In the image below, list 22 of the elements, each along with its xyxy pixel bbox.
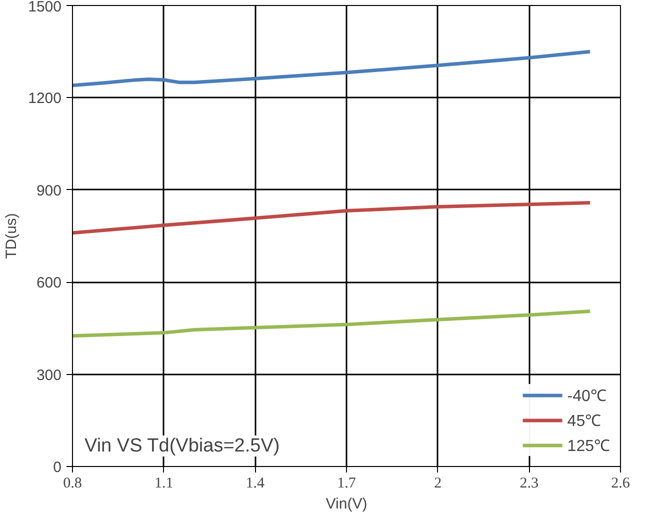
x-tick-label: 0.8 bbox=[63, 476, 82, 492]
y-tick-label: 900 bbox=[36, 182, 62, 200]
annotation: Vin VS Td(Vbias=2.5V) bbox=[84, 436, 280, 456]
x-tick-label: 2.6 bbox=[611, 476, 630, 492]
y-tick-label: 1200 bbox=[28, 90, 62, 108]
x-tick-label: 2 bbox=[434, 476, 442, 492]
y-tick-label: 0 bbox=[53, 459, 62, 476]
line-series bbox=[72, 201, 592, 235]
legend-label: 125℃ bbox=[567, 437, 610, 456]
legend-label: 45℃ bbox=[567, 412, 602, 431]
x-tick-label: 1.7 bbox=[337, 476, 356, 492]
line-series bbox=[72, 310, 592, 338]
y-tick-label: 300 bbox=[36, 366, 62, 384]
y-tick-label: 1500 bbox=[28, 0, 62, 16]
x-tick-label: 2.3 bbox=[520, 476, 539, 492]
legend-label: -40℃ bbox=[567, 387, 606, 406]
line-series bbox=[72, 50, 592, 88]
x-axis-title: Vin(V) bbox=[326, 496, 368, 512]
x-tick-label: 1.1 bbox=[154, 476, 174, 492]
y-axis-title: TD(us) bbox=[3, 213, 20, 259]
y-tick-label: 600 bbox=[36, 274, 62, 292]
x-tick-label: 1.4 bbox=[246, 476, 266, 492]
